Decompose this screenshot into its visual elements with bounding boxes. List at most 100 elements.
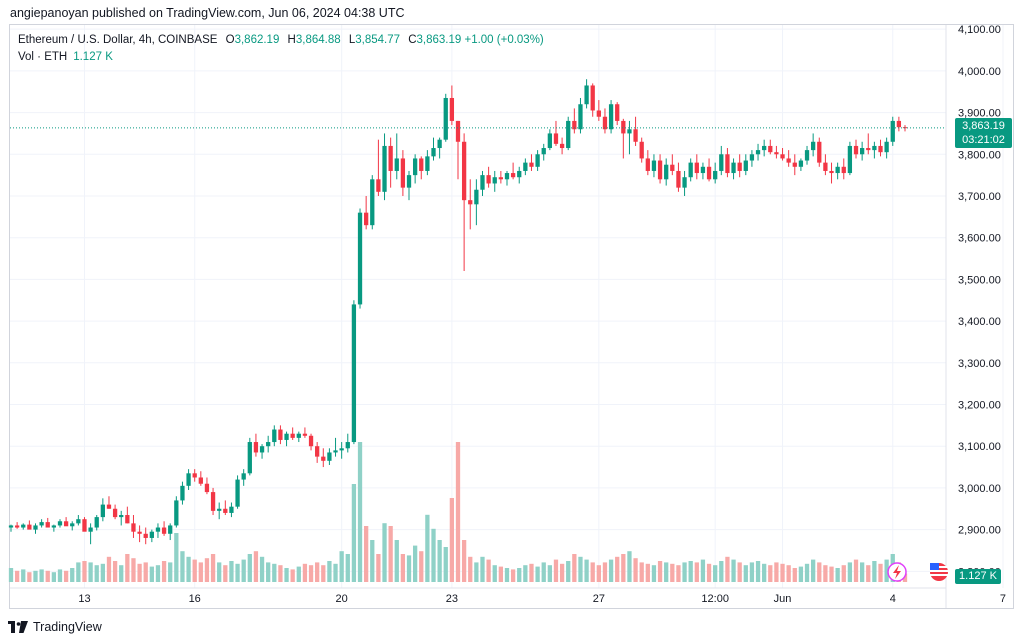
volume-bar <box>106 556 112 582</box>
volume-bar <box>33 570 38 582</box>
volume-bar <box>357 442 363 582</box>
candle-body <box>853 145 859 155</box>
candle <box>419 156 424 180</box>
volume-bar <box>657 561 663 582</box>
volume-bar <box>8 568 14 582</box>
volume-bar <box>639 562 644 582</box>
candle-body <box>131 523 136 532</box>
candle <box>480 170 485 196</box>
candle <box>872 141 877 159</box>
price-tick-label: 4,100.00 <box>958 24 1001 36</box>
candle-body <box>394 158 399 171</box>
volume-bar <box>241 559 246 582</box>
volume-bar <box>431 528 436 582</box>
volume-bar <box>682 562 687 582</box>
change-value: +1.00 (+0.03%) <box>464 34 544 46</box>
candle <box>284 431 289 447</box>
candle-body <box>88 527 93 532</box>
candle-body <box>76 519 81 524</box>
volume-bar <box>468 556 473 582</box>
candle-body <box>553 133 559 144</box>
candle-body <box>651 160 657 171</box>
candle <box>412 154 418 184</box>
chart-frame[interactable] <box>9 24 1014 609</box>
candle <box>186 469 191 490</box>
candle-body <box>541 148 546 155</box>
candle <box>308 433 314 451</box>
footer-brand[interactable]: TradingView <box>8 620 102 634</box>
candle-body <box>125 515 130 524</box>
volume-bar <box>21 569 26 582</box>
volume-bar <box>112 561 118 582</box>
volume-bar <box>210 554 216 582</box>
candle <box>63 517 69 527</box>
candle-body <box>786 158 791 163</box>
candle-body <box>602 116 608 130</box>
volume-bar <box>364 526 369 582</box>
candle <box>39 519 44 528</box>
candle <box>253 433 259 457</box>
candle-body <box>498 177 504 180</box>
grid-lines <box>10 25 1004 588</box>
symbol-legend[interactable]: Ethereum / U.S. Dollar, 4h, COINBASE O3,… <box>18 34 544 46</box>
volume-bar <box>547 565 552 582</box>
candle <box>351 300 357 445</box>
candle-body <box>247 442 252 474</box>
lightning-icon[interactable] <box>887 562 907 582</box>
candle-body <box>400 158 406 188</box>
candle <box>27 520 32 530</box>
volume-bar <box>339 551 344 582</box>
volume-bar <box>651 565 657 582</box>
candle <box>596 100 601 121</box>
volume-bar <box>186 556 191 582</box>
price-tick-label: 3,500.00 <box>958 274 1001 286</box>
volume-bar <box>443 547 448 582</box>
candle-body <box>204 483 210 493</box>
candle <box>21 523 26 530</box>
candle <box>198 471 203 486</box>
candle <box>210 487 216 516</box>
time-tick-label: 12:00 <box>701 593 729 605</box>
candle <box>486 166 491 188</box>
us-flag-icon[interactable] <box>930 563 948 581</box>
volume-bar <box>155 565 161 582</box>
candle <box>137 525 142 543</box>
candle <box>547 129 552 151</box>
volume-bar <box>780 563 785 582</box>
volume-bar <box>137 563 142 582</box>
candle-body <box>749 154 755 161</box>
volume-bar <box>866 565 871 582</box>
volume-bar <box>192 559 197 582</box>
volume-legend[interactable]: Vol · ETH 1.127 K <box>18 51 113 63</box>
candle-body <box>14 525 20 528</box>
candle-body <box>706 166 712 180</box>
candle-body <box>737 162 742 171</box>
candle-body <box>192 473 197 478</box>
candle-body <box>872 145 877 151</box>
candle <box>749 150 755 167</box>
candle-body <box>149 531 154 538</box>
candle-body <box>21 524 26 528</box>
candle-body <box>449 97 455 121</box>
volume-bar <box>492 565 497 582</box>
candle <box>449 85 455 126</box>
candle <box>223 500 228 516</box>
volume-bar <box>847 562 853 582</box>
volume-bar <box>70 568 75 582</box>
candle <box>272 425 277 447</box>
candle-body <box>217 508 222 511</box>
price-axis: 2,800.002,900.003,000.003,100.003,200.00… <box>945 24 1001 608</box>
candle-body <box>468 200 473 205</box>
volume-bar <box>217 562 222 582</box>
volume-bar <box>327 561 332 582</box>
volume-bar <box>615 556 620 582</box>
candle <box>510 162 516 180</box>
volume-bar <box>774 562 779 582</box>
candle <box>755 143 761 161</box>
candle-body <box>180 485 185 501</box>
volume-bar <box>627 551 632 582</box>
candle <box>180 481 185 505</box>
candle <box>786 150 791 167</box>
candle-body <box>302 433 308 436</box>
